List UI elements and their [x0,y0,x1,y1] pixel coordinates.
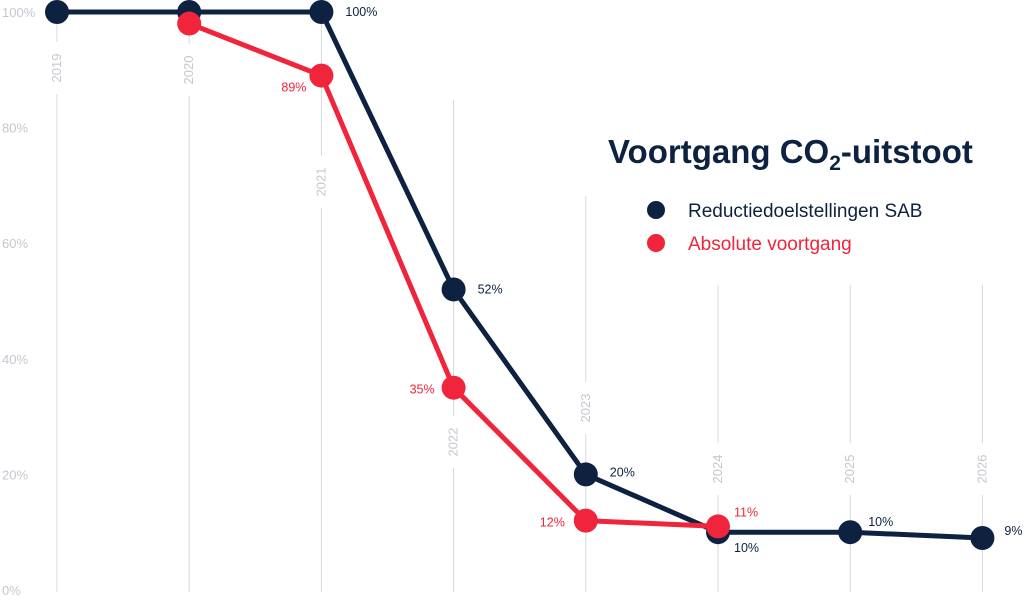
y-tick-label: 60% [2,236,28,251]
data-point [309,63,334,88]
x-tick-label: 2022 [446,428,461,457]
y-axis-ticks: 0% 20% 40% 60% 80% 100% [2,5,36,598]
data-labels: 100% 52% 20% 10% 10% 9% 89% 35% 12% 11% [281,5,1022,555]
data-point [838,520,863,545]
data-point [441,277,466,302]
legend-marker-reductiedoelstellingen [647,201,665,219]
y-tick-label: 80% [2,121,28,136]
y-tick-label: 20% [2,467,28,482]
data-point [177,11,202,36]
data-point [45,0,69,24]
x-axis-ticks: 2019 2020 2021 2022 2023 2024 2025 2026 [49,54,989,484]
x-tick-label: 2019 [49,54,64,83]
data-label: 10% [734,541,759,555]
legend-marker-absolute-voortgang [647,234,665,252]
data-point [309,0,334,24]
legend-label-absolute-voortgang: Absolute voortgang [688,234,852,255]
data-point [573,462,598,487]
x-tick-label: 2023 [578,394,593,423]
data-label: 52% [478,282,503,296]
x-tick-label: 2024 [710,455,725,484]
data-label: 9% [1004,524,1022,538]
x-tick-label: 2020 [181,56,196,85]
data-label: 10% [868,515,893,529]
x-tick-label: 2025 [842,455,857,484]
chart-title: Voortgang CO2-uitstoot [608,133,973,175]
data-label: 11% [734,505,758,519]
legend-label-reductiedoelstellingen: Reductiedoelstellingen SAB [688,201,923,222]
data-label: 89% [281,81,306,95]
data-label: 100% [345,5,377,19]
data-point [706,514,730,539]
x-tick-label: 2021 [313,168,328,197]
data-point [970,525,995,550]
grid-lines [56,14,983,592]
x-tick-label: 2026 [974,455,989,484]
series-line-0 [57,9,983,541]
y-tick-label: 40% [2,352,28,367]
data-label: 20% [610,465,635,479]
data-label: 12% [540,516,565,530]
y-tick-label: 100% [2,5,36,20]
data-point [441,375,466,400]
series-points [45,0,995,550]
data-point [573,508,598,533]
data-label: 35% [410,383,435,397]
legend: Reductiedoelstellingen SAB Absolute voor… [647,201,923,255]
y-tick-label: 0% [2,583,21,598]
